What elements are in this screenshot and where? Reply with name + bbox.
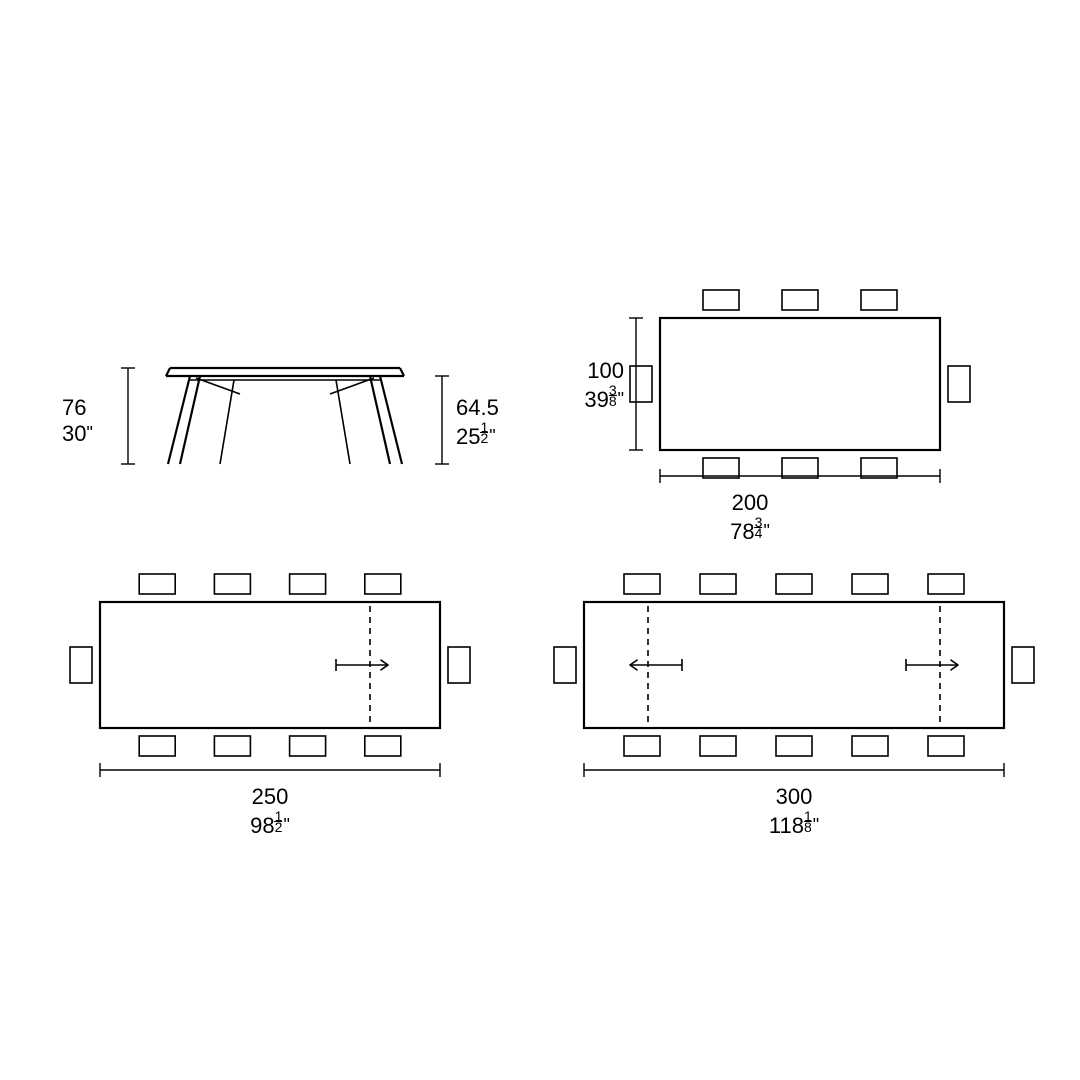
- inch-value: 2512": [456, 421, 499, 450]
- dim-plan-large-width: 300 11818": [769, 784, 819, 840]
- cm-value: 76: [62, 395, 93, 421]
- inch-value: 3938": [556, 384, 624, 413]
- dim-elevation-height-overall: 76 30": [62, 395, 93, 448]
- inch-value: 9812": [250, 810, 290, 839]
- cm-value: 100: [556, 358, 624, 384]
- inch-value: 11818": [769, 810, 819, 839]
- dim-elevation-height-under: 64.5 2512": [456, 395, 499, 451]
- cm-value: 250: [250, 784, 290, 810]
- dim-plan-small-depth: 100 3938": [556, 358, 624, 414]
- dim-plan-mid-width: 250 9812": [250, 784, 290, 840]
- inch-value: 7834": [730, 516, 770, 545]
- dim-plan-small-width: 200 7834": [730, 490, 770, 546]
- cm-value: 64.5: [456, 395, 499, 421]
- cm-value: 300: [769, 784, 819, 810]
- cm-value: 200: [730, 490, 770, 516]
- inch-value: 30": [62, 421, 93, 447]
- technical-drawing-canvas: { "colors": { "stroke": "#000000", "bg":…: [0, 0, 1080, 1080]
